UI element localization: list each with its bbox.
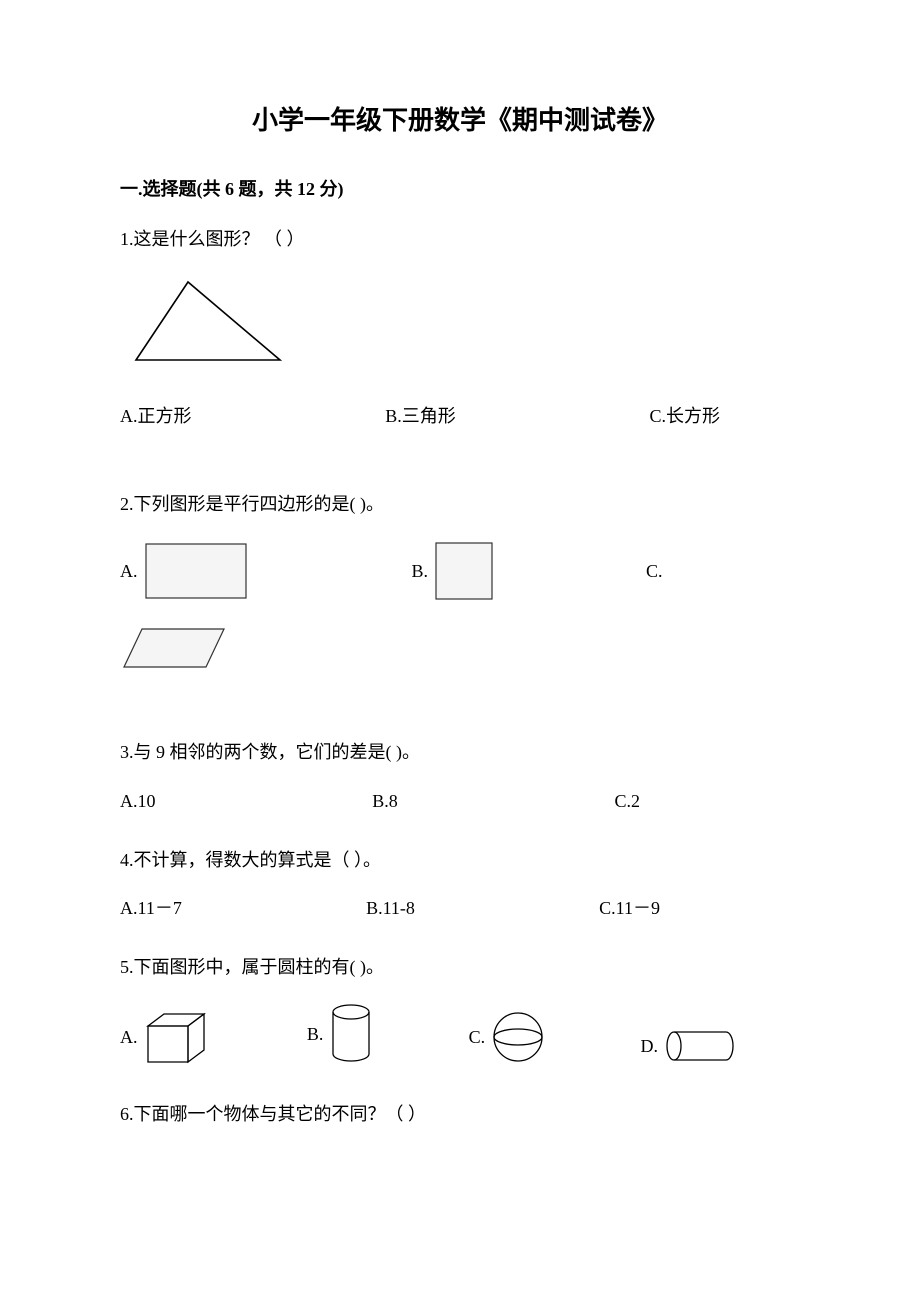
q2-text: 2.下列图形是平行四边形的是( )。 xyxy=(120,490,800,519)
q2-option-a: A. xyxy=(120,541,252,601)
q5-label-b: B. xyxy=(307,1020,324,1049)
q5-option-d: D. xyxy=(640,1026,740,1066)
q2-options: A. B. C. xyxy=(120,539,800,619)
q4-option-c: C.11－9 xyxy=(599,894,660,923)
q2-option-c: C. xyxy=(646,557,667,586)
q2-option-b: B. xyxy=(412,539,497,603)
q4-option-b: B.11-8 xyxy=(366,894,415,923)
q1-options: A.正方形 B.三角形 C.长方形 xyxy=(120,402,800,431)
q2-label-b: B. xyxy=(412,557,429,586)
q5-label-d: D. xyxy=(640,1032,658,1061)
rectangle-icon xyxy=(142,541,252,601)
q1-text: 1.这是什么图形？ （ ） xyxy=(120,225,800,254)
q1-figure xyxy=(128,274,800,378)
q1-option-c: C.长方形 xyxy=(649,402,720,431)
q1-option-b: B.三角形 xyxy=(385,402,456,431)
q4-option-a: A.11－7 xyxy=(120,894,182,923)
question-6: 6.下面哪一个物体与其它的不同？（ ） xyxy=(120,1100,800,1129)
cylinder-icon xyxy=(327,1002,375,1066)
q5-option-b: B. xyxy=(307,1002,376,1066)
q1-option-a: A.正方形 xyxy=(120,402,192,431)
q3-text: 3.与 9 相邻的两个数，它们的差是( )。 xyxy=(120,738,800,767)
triangle-icon xyxy=(128,274,288,369)
q4-options: A.11－7 B.11-8 C.11－9 xyxy=(120,894,800,923)
square-icon xyxy=(432,539,496,603)
sphere-icon xyxy=(489,1008,547,1066)
question-2: 2.下列图形是平行四边形的是( )。 A. B. C. xyxy=(120,490,800,684)
question-3: 3.与 9 相邻的两个数，它们的差是( )。 A.10 B.8 C.2 xyxy=(120,738,800,816)
q2-label-c: C. xyxy=(646,557,663,586)
q5-option-a: A. xyxy=(120,1008,214,1066)
q5-text: 5.下面图形中，属于圆柱的有( )。 xyxy=(120,953,800,982)
q2-option-c-shape xyxy=(120,623,800,684)
q3-option-a: A.10 xyxy=(120,787,156,816)
section-header: 一.选择题(共 6 题，共 12 分) xyxy=(120,175,800,201)
q3-options: A.10 B.8 C.2 xyxy=(120,787,800,816)
q2-label-a: A. xyxy=(120,557,138,586)
question-1: 1.这是什么图形？ （ ） A.正方形 B.三角形 C.长方形 xyxy=(120,225,800,430)
question-5: 5.下面图形中，属于圆柱的有( )。 A. B. C. xyxy=(120,953,800,1066)
q6-text: 6.下面哪一个物体与其它的不同？（ ） xyxy=(120,1100,800,1129)
horizontal-cylinder-icon xyxy=(662,1026,740,1066)
q5-label-a: A. xyxy=(120,1023,138,1052)
q3-option-c: C.2 xyxy=(614,787,640,816)
q4-text: 4.不计算，得数大的算式是（ ）。 xyxy=(120,846,800,875)
parallelogram-icon xyxy=(120,623,232,675)
q3-option-b: B.8 xyxy=(372,787,398,816)
q5-options: A. B. C. D. xyxy=(120,1002,800,1066)
question-4: 4.不计算，得数大的算式是（ ）。 A.11－7 B.11-8 C.11－9 xyxy=(120,846,800,924)
q5-label-c: C. xyxy=(469,1023,486,1052)
cuboid-icon xyxy=(142,1008,214,1066)
q5-option-c: C. xyxy=(469,1008,548,1066)
page-title: 小学一年级下册数学《期中测试卷》 xyxy=(120,100,800,137)
